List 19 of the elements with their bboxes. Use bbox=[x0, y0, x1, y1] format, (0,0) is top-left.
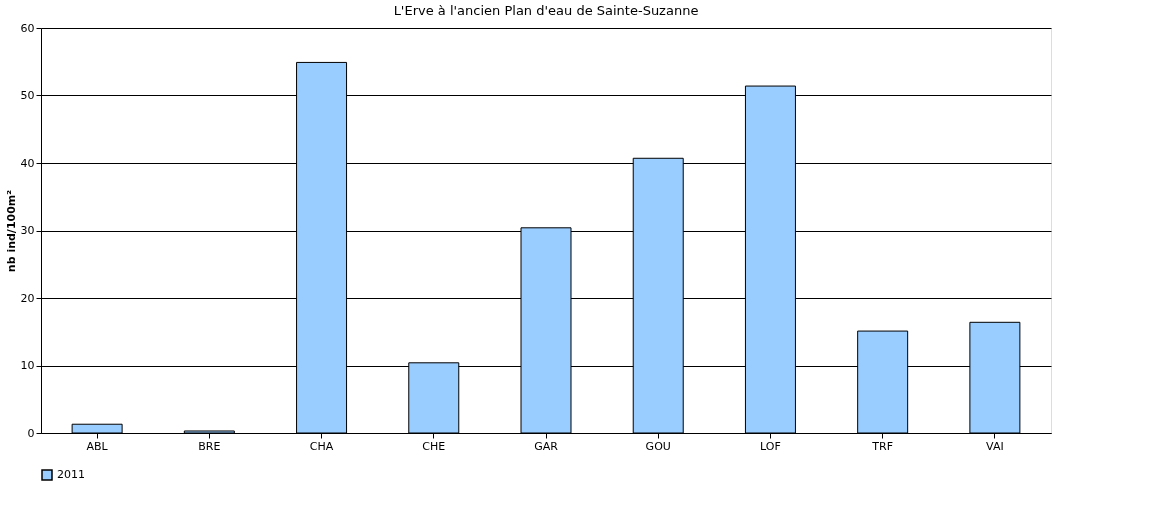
y-tick-label: 10 bbox=[20, 359, 35, 372]
chart-title: L'Erve à l'ancien Plan d'eau de Sainte-Suzanne bbox=[393, 3, 699, 18]
x-tick-label: CHE bbox=[422, 439, 446, 453]
x-tick-label: LOF bbox=[760, 439, 781, 453]
y-tick-label: 60 bbox=[20, 21, 35, 35]
x-tick-label: CHA bbox=[309, 439, 334, 453]
x-tick-label: GOU bbox=[645, 439, 671, 453]
y-tick-label: 50 bbox=[20, 89, 35, 102]
y-axis-title: nb ind/100m² bbox=[4, 189, 18, 273]
x-tick-label: VAI bbox=[986, 439, 1004, 453]
y-tick-label: 20 bbox=[20, 291, 35, 305]
y-tick-label: 40 bbox=[20, 156, 35, 170]
x-tick-label: ABL bbox=[86, 439, 109, 453]
x-tick-label: TRF bbox=[871, 439, 894, 453]
y-tick-label: 0 bbox=[27, 426, 35, 440]
legend-label: 2011 bbox=[57, 468, 85, 481]
y-tick-label: 30 bbox=[20, 224, 35, 237]
x-tick-label: BRE bbox=[198, 439, 221, 453]
x-tick-label: GAR bbox=[534, 439, 559, 453]
